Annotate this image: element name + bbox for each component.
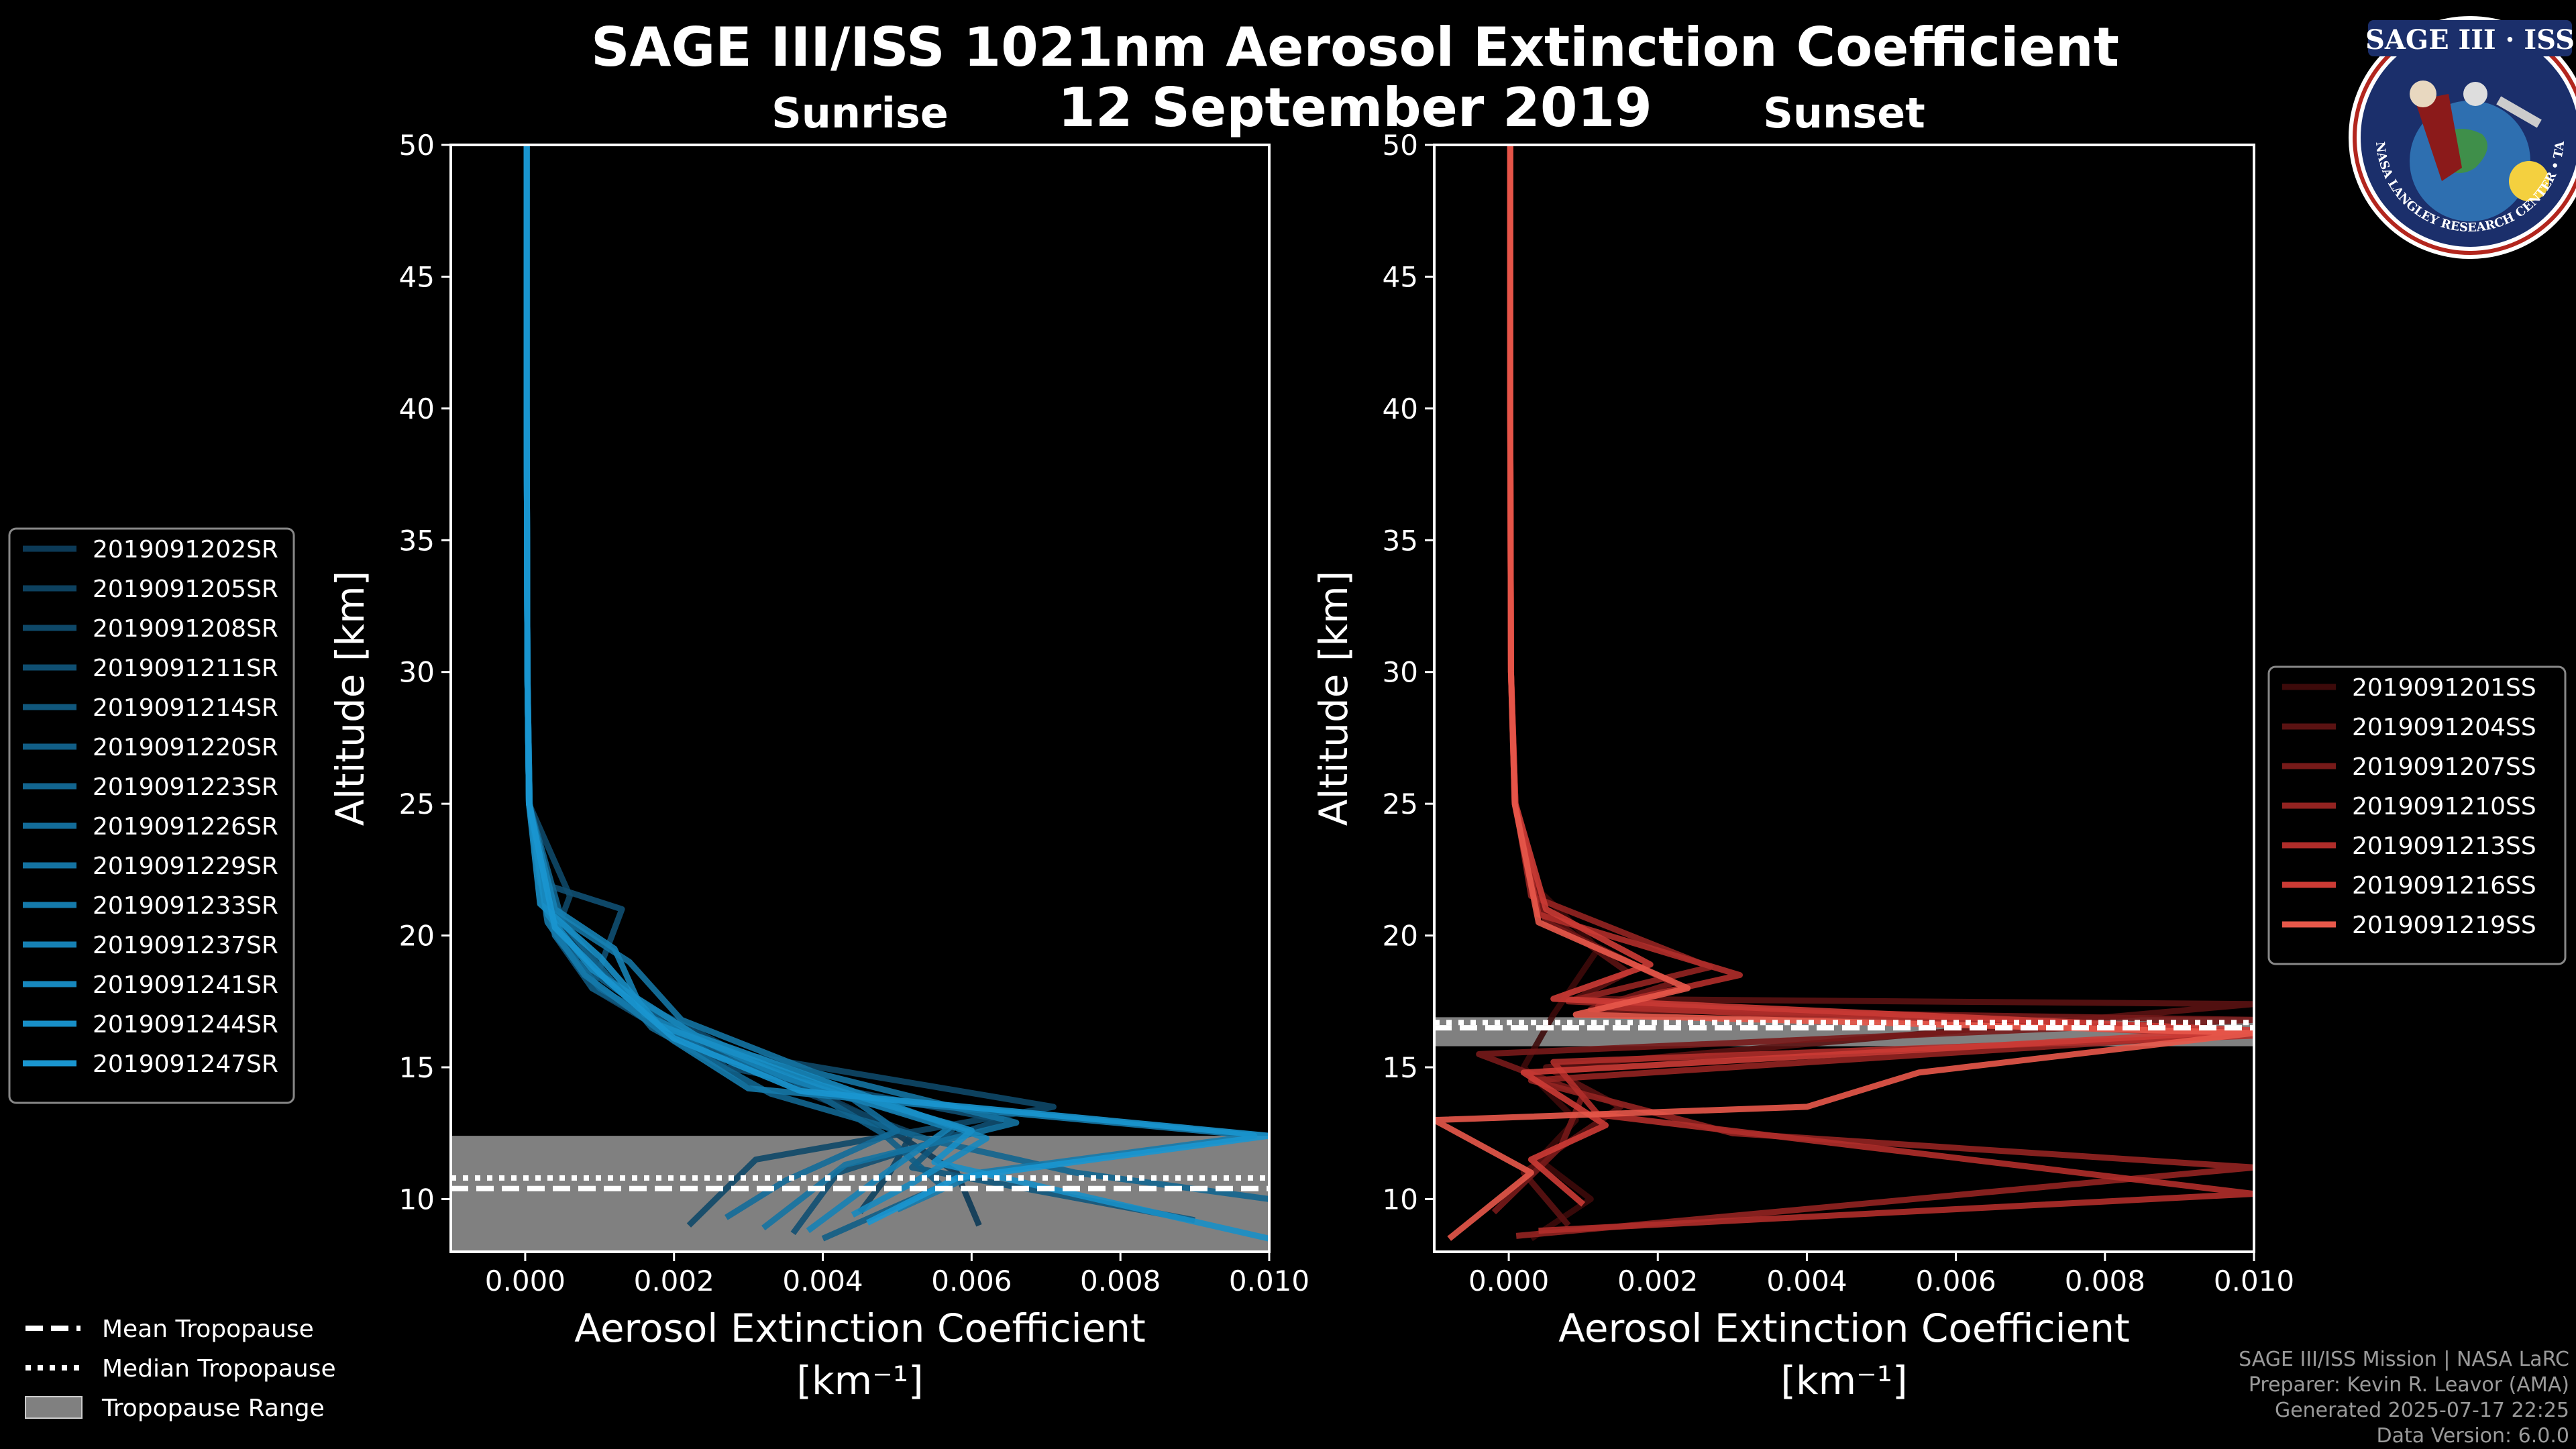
sunset-legend: 2019091201SS 2019091204SS 2019091207SS 2019…: [2267, 665, 2567, 965]
sunset-xtick-label: 0.008: [2065, 1265, 2145, 1297]
sunset-xtick-label: 0.004: [1766, 1265, 1847, 1297]
sunrise-legend-label: 2019091220SR: [93, 734, 278, 761]
sunset-xtick-label: 0.002: [1617, 1265, 1698, 1297]
sunrise-axes-frame: [449, 144, 1271, 1253]
sunrise-legend-label: 2019091226SR: [93, 813, 278, 841]
sunset-series-2019091210SS: [1507, 145, 2254, 1239]
sunset-legend-label: 2019091207SS: [2352, 753, 2536, 781]
sunset-xaxis-label: Aerosol Extinction Coefficient: [1558, 1305, 2130, 1351]
sunset-plot-area: [1434, 145, 2254, 1242]
sunset-legend-box: [2267, 665, 2567, 965]
sunrise-ytick-label: 35: [399, 524, 435, 557]
sunset-series-2019091219SS: [1434, 145, 2254, 1241]
sunset-ytick-label: 10: [1383, 1183, 1418, 1216]
sunrise-xtick-label: 0.006: [931, 1265, 1012, 1297]
sunrise-series-2019091223SR: [523, 145, 1269, 1202]
sunset-legend-label: 2019091216SS: [2352, 872, 2536, 900]
sunrise-xtick-label: 0.010: [1229, 1265, 1309, 1297]
sunrise-yaxis-label: Altitude [km]: [327, 571, 373, 826]
sunrise-ytick-label: 25: [399, 788, 435, 820]
figure-title: SAGE III/ISS 1021nm Aerosol Extinction C…: [591, 16, 2119, 78]
sunrise-legend-label: 2019091247SR: [93, 1051, 278, 1078]
sunrise-legend-label: 2019091237SR: [93, 932, 278, 959]
sunrise-legend-label: 2019091244SR: [93, 1011, 278, 1038]
badge-title: SAGE III · ISS: [2365, 24, 2575, 56]
sunset-series-2019091204SS: [1507, 145, 2254, 1228]
sunset-ytick-label: 45: [1383, 260, 1418, 293]
sunset-ytick-label: 35: [1383, 524, 1418, 557]
footer-preparer: Preparer: Kevin R. Leavor (AMA): [2249, 1373, 2569, 1397]
sunset-legend-label: 2019091213SS: [2352, 833, 2536, 860]
badge-banner: [2368, 20, 2572, 56]
badge-iss-icon: [2496, 96, 2542, 128]
sunset-xtick-label: 0.000: [1468, 1265, 1549, 1297]
sunrise-xtick-label: 0.008: [1080, 1265, 1161, 1297]
sunset-legend-label: 2019091210SS: [2352, 793, 2536, 820]
sunrise-ytick-label: 15: [399, 1051, 435, 1084]
sunrise-legend-label: 2019091229SR: [93, 853, 278, 880]
sunset-panel: 10 15 20 25 30 35 40 45 50 0.000 0.002 0.004 0.006 0.…: [1311, 89, 2294, 1403]
footer-generated: Generated 2025-07-17 22:25: [2275, 1399, 2569, 1422]
mean-tropopause-label: Mean Tropopause: [102, 1316, 314, 1343]
sunrise-ytick-label: 20: [399, 920, 435, 953]
sunset-legend-label: 2019091219SS: [2352, 912, 2536, 939]
sunrise-legend-label: 2019091241SR: [93, 971, 278, 999]
badge-moon-icon: [2463, 82, 2487, 106]
tropopause-range-label: Tropopause Range: [101, 1395, 325, 1422]
sunrise-panel: 10 15 20 25 30 35 40 45 50 0.000 0.002 0.004 0.006 0.…: [327, 89, 1309, 1403]
sunrise-series-2019091247SR: [523, 145, 1269, 1226]
sunrise-ytick-label: 50: [399, 129, 435, 162]
tropopause-range-swatch: [25, 1396, 83, 1419]
sunset-ytick-label: 20: [1383, 920, 1418, 953]
footer-mission: SAGE III/ISS Mission | NASA LaRC: [2239, 1348, 2569, 1371]
sunset-xtick-label: 0.006: [1916, 1265, 1996, 1297]
sunrise-ytick-label: 30: [399, 656, 435, 689]
footer-data-version: Data Version: 6.0.0: [2377, 1424, 2569, 1448]
sunrise-xtick-label: 0.004: [782, 1265, 863, 1297]
sunrise-legend-label: 2019091211SR: [93, 655, 278, 682]
tropopause-legend: Mean Tropopause Median Tropopause Tropop…: [25, 1316, 336, 1422]
sunrise-xaxis-unit: [km⁻¹]: [796, 1358, 923, 1403]
sunset-xtick-label: 0.010: [2214, 1265, 2294, 1297]
sunrise-ytick-label: 45: [399, 260, 435, 293]
sunset-xaxis-unit: [km⁻¹]: [1780, 1358, 1907, 1403]
sunrise-plot-area: [451, 145, 1269, 1252]
sunrise-xtick-label: 0.000: [485, 1265, 566, 1297]
sunrise-legend-box: [8, 527, 295, 1104]
sunrise-series-2019091241SR: [523, 145, 989, 1218]
sunrise-ytick-label: 10: [399, 1183, 435, 1216]
figure-subtitle-date: 12 September 2019: [1058, 76, 1652, 139]
sunrise-legend-label: 2019091233SR: [93, 892, 278, 920]
sunrise-xaxis-label: Aerosol Extinction Coefficient: [574, 1305, 1146, 1351]
sunrise-ytick-label: 40: [399, 392, 435, 425]
sunrise-panel-title: Sunrise: [771, 89, 949, 138]
sunrise-xtick-label: 0.002: [634, 1265, 714, 1297]
sunrise-series-2019091233SR: [523, 145, 1258, 1213]
sunrise-series-2019091244SR: [523, 145, 1269, 1242]
sunset-axes-frame: [1433, 144, 2255, 1253]
sunset-panel-title: Sunset: [1763, 89, 1925, 138]
sunset-ytick-label: 50: [1383, 129, 1418, 162]
sunrise-legend: 2019091202SR 2019091205SR 2019091208SR 2019…: [8, 527, 295, 1104]
sunset-legend-label: 2019091201SS: [2352, 674, 2536, 702]
sunrise-legend-label: 2019091214SR: [93, 694, 278, 722]
sunset-yaxis-label: Altitude [km]: [1311, 571, 1356, 826]
sunset-ytick-label: 15: [1383, 1051, 1418, 1084]
sunrise-legend-label: 2019091205SR: [93, 576, 278, 603]
median-tropopause-label: Median Tropopause: [102, 1355, 336, 1383]
sunset-ytick-label: 30: [1383, 656, 1418, 689]
footer-credits: SAGE III/ISS Mission | NASA LaRC Prepare…: [2239, 1348, 2569, 1448]
badge-figure-icon: [2415, 94, 2462, 181]
sunrise-series-2019091214SR: [523, 145, 1195, 1224]
sunset-ytick-label: 25: [1383, 788, 1418, 820]
sunset-legend-label: 2019091204SS: [2352, 714, 2536, 741]
sunrise-legend-label: 2019091208SR: [93, 615, 278, 643]
sunrise-legend-label: 2019091223SR: [93, 773, 278, 801]
badge-sun-icon: [2509, 161, 2549, 201]
sunrise-legend-label: 2019091202SR: [93, 536, 278, 564]
sunset-ytick-label: 40: [1383, 392, 1418, 425]
